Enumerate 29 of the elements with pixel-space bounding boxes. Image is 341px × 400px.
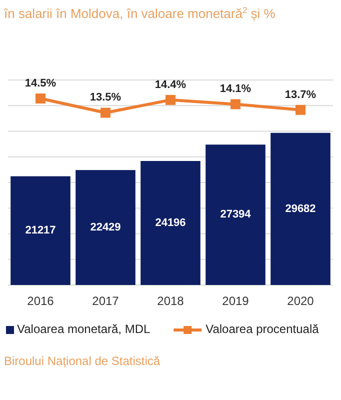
- bar: [10, 176, 70, 285]
- legend-label: Valoarea monetară, MDL: [17, 322, 151, 336]
- data-label: 29682: [285, 202, 316, 215]
- bar: [206, 144, 266, 285]
- text: Biroului Național de Statistică: [4, 354, 160, 368]
- point: [36, 94, 46, 104]
- point: [100, 108, 110, 118]
- bar: [140, 160, 200, 285]
- bar: [76, 170, 136, 285]
- data-label: 27394: [220, 208, 252, 221]
- data-label: 22429: [90, 221, 121, 234]
- x-tick-label: 2020: [287, 294, 314, 308]
- chart-title: în salarii în Moldova, în valoare monetară$^{2}$ și %: [3, 5, 276, 21]
- x-tick-label: 2017: [92, 294, 120, 308]
- x-tick-label: 2019: [222, 294, 250, 308]
- data-label: 13.5%: [90, 92, 122, 104]
- point: [230, 99, 240, 110]
- x-tick-label: 2018: [157, 294, 184, 308]
- point: [296, 104, 306, 115]
- legend-label: Valoarea procentuală: [206, 322, 320, 336]
- data-label: 14.5%: [24, 78, 56, 90]
- point: [166, 94, 176, 105]
- bar: [270, 132, 330, 285]
- x-tick-label: 2016: [27, 294, 54, 308]
- data-label: 24196: [155, 216, 186, 229]
- data-label: 14.4%: [154, 78, 186, 91]
- data-label: 21217: [25, 224, 56, 237]
- data-label: 13.7%: [284, 88, 316, 101]
- data-label: 14.1%: [220, 83, 252, 96]
